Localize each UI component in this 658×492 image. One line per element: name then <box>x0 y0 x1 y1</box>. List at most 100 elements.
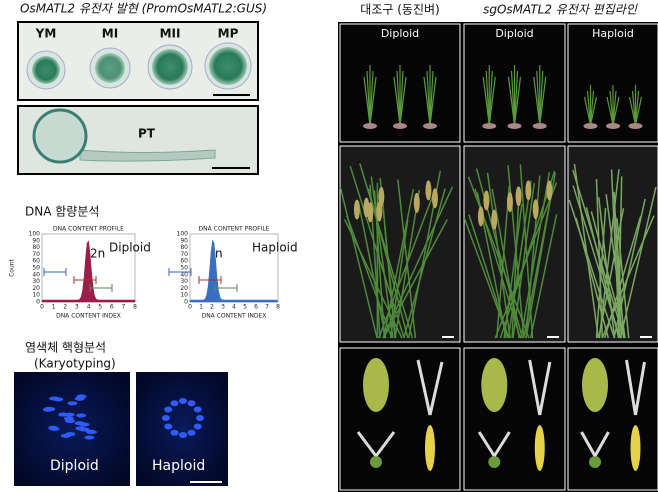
y-axis-label: Count <box>9 258 16 276</box>
y-tick-label: 30 <box>32 278 40 285</box>
karyo-label: Diploid <box>50 458 99 474</box>
karyo-label: Haploid <box>152 458 205 474</box>
ploidy-label: Diploid <box>109 241 151 255</box>
y-tick-label: 10 <box>180 292 188 299</box>
x-tick-label: 6 <box>254 304 258 311</box>
stage-label: YM <box>35 27 57 41</box>
column-label: Haploid <box>592 27 634 40</box>
x-tick-label: 5 <box>98 304 102 311</box>
y-tick-label: 20 <box>180 285 188 292</box>
x-tick-label: 7 <box>121 304 125 311</box>
panicle <box>507 192 513 212</box>
ovary <box>589 456 601 468</box>
x-tick-label: 2 <box>210 304 214 311</box>
column-label: Diploid <box>495 27 533 40</box>
karyo-subtitle: (Karyotyping) <box>34 357 116 371</box>
chromosome <box>64 417 74 421</box>
x-tick-label: 3 <box>221 304 225 311</box>
tube-label: PT <box>138 127 156 141</box>
y-tick-label: 100 <box>29 231 41 238</box>
chromosome <box>76 414 86 418</box>
panicle <box>525 180 531 200</box>
x-tick-label: 1 <box>199 304 203 311</box>
y-tick-label: 70 <box>180 251 188 258</box>
x-axis-label: DNA CONTENT INDEX <box>56 313 121 320</box>
panicle <box>414 193 420 213</box>
spikelet <box>582 358 608 412</box>
panicle <box>432 188 438 208</box>
x-tick-label: 5 <box>243 304 247 311</box>
chromosome <box>194 406 202 412</box>
panicle <box>367 202 373 222</box>
x-tick-label: 6 <box>110 304 114 311</box>
y-tick-label: 60 <box>32 258 40 265</box>
chromosome <box>179 398 187 404</box>
root <box>584 123 598 129</box>
chromosome <box>75 421 85 425</box>
anther <box>631 425 641 471</box>
x-tick-label: 8 <box>133 304 137 311</box>
chromosome <box>164 424 172 430</box>
chromosome <box>194 423 202 429</box>
peak-label: n <box>215 247 223 261</box>
y-tick-label: 70 <box>32 251 40 258</box>
y-tick-label: 80 <box>32 244 40 251</box>
panicle <box>425 180 431 200</box>
chromosome <box>86 430 96 434</box>
x-tick-label: 3 <box>75 304 79 311</box>
chromosome <box>58 413 68 417</box>
panicle <box>483 190 489 210</box>
chromosome <box>43 408 53 412</box>
anther <box>535 425 545 471</box>
x-tick-label: 0 <box>188 304 192 311</box>
chromosome <box>61 434 71 438</box>
y-tick-label: 90 <box>32 237 40 244</box>
stage-label: MI <box>102 27 118 41</box>
panicle <box>546 181 552 201</box>
y-tick-label: 40 <box>32 271 40 278</box>
hist-title: DNA CONTENT PROFILE <box>199 226 270 233</box>
x-tick-label: 0 <box>40 304 44 311</box>
chromosome <box>77 394 87 398</box>
chromosome <box>188 430 196 436</box>
y-tick-label: 60 <box>180 258 188 265</box>
stage-label: MII <box>160 27 181 41</box>
anther <box>425 425 435 471</box>
chromosome <box>162 415 170 421</box>
y-tick-label: 50 <box>32 265 40 272</box>
column-label: Diploid <box>381 27 419 40</box>
chromosome <box>170 400 178 406</box>
karyo-title: 염색체 핵형분석 <box>25 341 106 355</box>
panicle <box>378 187 384 207</box>
chromosome <box>196 415 204 421</box>
root <box>393 123 407 129</box>
root <box>629 123 643 129</box>
chromosome <box>48 426 58 430</box>
plant-photo <box>340 348 460 490</box>
root <box>533 123 547 129</box>
x-tick-label: 4 <box>232 304 236 311</box>
x-tick-label: 2 <box>63 304 67 311</box>
root <box>423 123 437 129</box>
chromosome <box>53 397 63 401</box>
x-tick-label: 4 <box>87 304 91 311</box>
chromosome <box>164 407 172 413</box>
root <box>508 123 522 129</box>
chromosome <box>179 432 187 438</box>
root <box>606 123 620 129</box>
ovary <box>488 456 500 468</box>
panicle <box>533 199 539 219</box>
y-tick-label: 10 <box>32 292 40 299</box>
x-tick-label: 1 <box>52 304 56 311</box>
chromosome <box>171 430 179 436</box>
chromosome <box>84 435 94 439</box>
y-tick-label: 50 <box>180 265 188 272</box>
y-tick-label: 100 <box>177 231 189 238</box>
spikelet <box>363 358 389 412</box>
y-tick-label: 20 <box>32 285 40 292</box>
ovary <box>370 456 382 468</box>
ploidy-label: Haploid <box>252 241 298 255</box>
y-tick-label: 30 <box>180 278 188 285</box>
x-tick-label: 7 <box>265 304 269 311</box>
